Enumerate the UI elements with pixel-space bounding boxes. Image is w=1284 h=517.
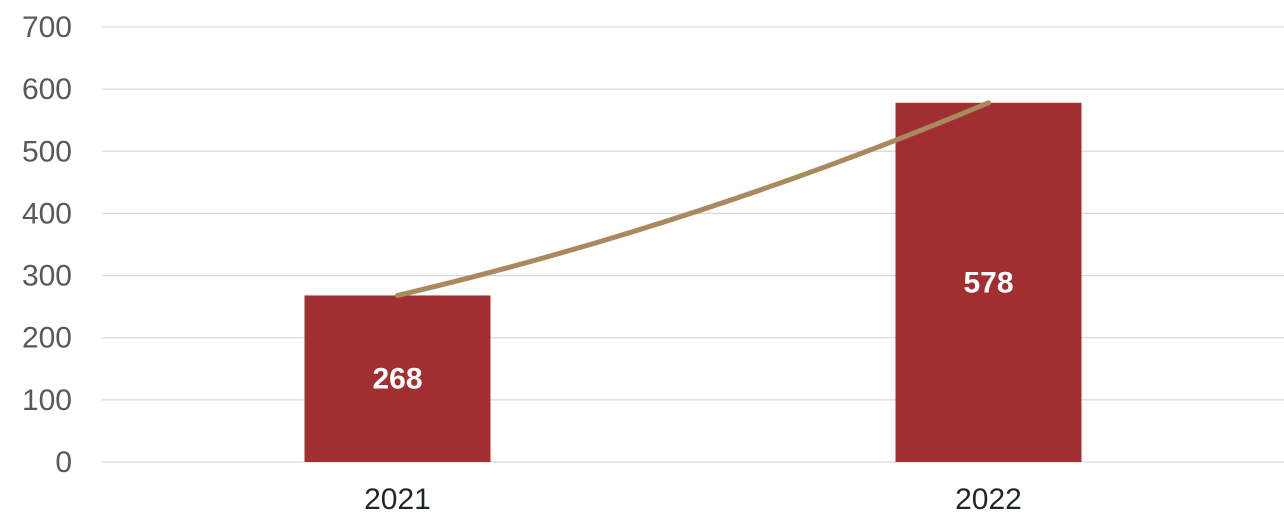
gridlines — [102, 26, 1284, 463]
y-tick-label-500: 500 — [22, 135, 72, 168]
data-labels: 268 578 — [372, 266, 1013, 395]
trendline-layer — [395, 100, 991, 298]
y-tick-label-700: 700 — [22, 11, 72, 44]
bar-2021 — [304, 295, 491, 462]
bar-2022 — [895, 102, 1082, 463]
x-tick-label-2022: 2022 — [955, 483, 1022, 516]
y-tick-label-300: 300 — [22, 260, 72, 293]
y-axis-ticks: 0 100 200 300 400 500 600 700 — [22, 11, 72, 479]
y-tick-label-200: 200 — [22, 322, 72, 355]
x-axis-ticks: 2021 2022 — [364, 483, 1022, 516]
data-label-2021: 268 — [372, 363, 422, 396]
y-tick-label-0: 0 — [55, 446, 72, 479]
trendline — [395, 100, 991, 298]
data-label-2022: 578 — [963, 266, 1013, 299]
y-tick-label-100: 100 — [22, 384, 72, 417]
y-tick-label-600: 600 — [22, 73, 72, 106]
x-tick-label-2021: 2021 — [364, 483, 431, 516]
bars — [304, 102, 1082, 463]
y-tick-label-400: 400 — [22, 197, 72, 230]
